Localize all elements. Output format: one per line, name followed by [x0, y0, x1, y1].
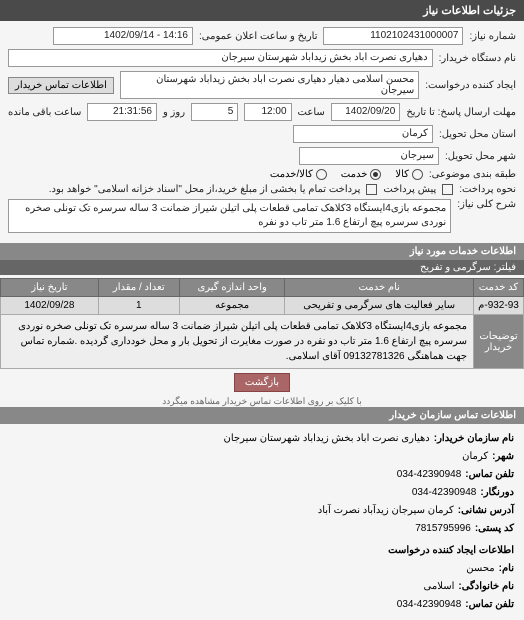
td-qty: 1	[98, 297, 179, 315]
deadline-time-field: 12:00	[244, 103, 291, 121]
contact-header: اطلاعات تماس سازمان خریدار	[0, 407, 524, 424]
province-label: استان محل تحویل:	[439, 129, 516, 140]
c-address-label: آدرس نشانی:	[458, 502, 514, 520]
c-creator-title: اطلاعات ایجاد کننده درخواست	[388, 542, 514, 560]
main-header: جزئیات اطلاعات نیاز	[0, 0, 524, 21]
checkbox-advance[interactable]	[442, 184, 453, 195]
back-button[interactable]: بازگشت	[234, 373, 290, 392]
contact-section: نام سازمان خریدار: دهیاری نصرت اباد بخش ز…	[0, 424, 524, 620]
checkbox-treasury[interactable]	[366, 184, 377, 195]
announce-label: تاریخ و ساعت اعلان عمومی:	[199, 31, 318, 42]
c-lname-label: نام خانوادگی:	[458, 578, 514, 596]
buyer-org-label: نام دستگاه خریدار:	[439, 53, 516, 64]
remaining-field: 21:31:56	[87, 103, 157, 121]
hint-text: با کلیک بر روی اطلاعات تماس خریدار مشاهد…	[0, 396, 524, 407]
c-address: کرمان سیرجان زیدآباد نصرت آباد	[318, 502, 454, 520]
description-row: توضیحات خریدار مجموعه بازی4ایستگاه 3کلاه…	[1, 315, 524, 369]
pay-text: پرداخت تمام یا بخشی از مبلغ خرید،از محل …	[49, 184, 361, 195]
td-date: 1402/09/28	[1, 297, 99, 315]
filter-bar: فیلتر: سرگرمی و تفریح	[0, 260, 524, 275]
service-info-header: اطلاعات خدمات مورد نیاز	[0, 243, 524, 260]
days-count-field: 5	[191, 103, 238, 121]
category-label: طبقه بندی موضوعی:	[429, 169, 516, 180]
c-city: کرمان	[462, 448, 488, 466]
c-fax: 034-42390948	[412, 484, 477, 502]
th-qty: تعداد / مقدار	[98, 279, 179, 297]
buyer-org-field: دهیاری نصرت اباد بخش زیداباد شهرستان سیر…	[8, 49, 433, 67]
creator-field: محسن اسلامی دهیار دهیاری نصرت اباد بخش ز…	[120, 71, 419, 99]
table-row: 932-93-م سایر فعالیت های سرگرمی و تفریحی…	[1, 297, 524, 315]
remaining-label: ساعت باقی مانده	[8, 107, 81, 118]
city-field: سیرجان	[299, 147, 439, 165]
td-name: سایر فعالیت های سرگرمی و تفریحی	[285, 297, 474, 315]
c-postal-label: کد پستی:	[475, 520, 514, 538]
c-city-label: شهر:	[492, 448, 514, 466]
th-code: کد خدمت	[474, 279, 524, 297]
c-org: دهیاری نصرت اباد بخش زیداباد شهرستان سیر…	[223, 430, 429, 448]
desc-label: توضیحات خریدار	[474, 315, 524, 369]
desc-content: مجموعه بازی4ایستگاه 3کلاهک تمامی قطعات پ…	[1, 315, 474, 369]
c-name-label: نام:	[499, 560, 514, 578]
contact-buyer-button[interactable]: اطلاعات تماس خریدار	[8, 77, 114, 94]
cat-goods-label: کالا	[395, 169, 409, 180]
c-lname: اسلامی	[424, 578, 455, 596]
th-unit: واحد اندازه گیری	[179, 279, 285, 297]
c-fax-label: دورنگار:	[480, 484, 514, 502]
deadline-label: مهلت ارسال پاسخ: تا تاریخ	[406, 107, 516, 118]
payment-label: نحوه پرداخت:	[459, 184, 516, 195]
th-date: تاریخ نیاز	[1, 279, 99, 297]
c-org-label: نام سازمان خریدار:	[434, 430, 514, 448]
radio-service[interactable]	[370, 169, 381, 180]
c-phone: 034-42390948	[397, 466, 462, 484]
deadline-date-field: 1402/09/20	[331, 103, 401, 121]
th-name: نام خدمت	[285, 279, 474, 297]
creator-label: ایجاد کننده درخواست:	[425, 80, 516, 91]
cat-both-label: کالا/خدمت	[270, 169, 313, 180]
summary-field: مجموعه بازی4ایستگاه 3کلاهک تمامی قطعات پ…	[8, 199, 451, 233]
radio-both[interactable]	[316, 169, 327, 180]
announce-field: 14:16 - 1402/09/14	[53, 27, 193, 45]
c-phone2-label: تلفن تماس:	[465, 596, 514, 614]
td-unit: مجموعه	[179, 297, 285, 315]
service-table: کد خدمت نام خدمت واحد اندازه گیری تعداد …	[0, 278, 524, 369]
req-num-field: 1102102431000007	[323, 27, 463, 45]
top-form: شماره نیاز: 1102102431000007 تاریخ و ساع…	[0, 21, 524, 243]
c-postal: 7815795996	[415, 520, 471, 538]
pay-advance-label: پیش پرداخت	[383, 184, 436, 195]
c-name: محسن	[466, 560, 494, 578]
req-num-label: شماره نیاز:	[469, 31, 516, 42]
deadline-time-label: ساعت	[298, 107, 325, 118]
td-code: 932-93-م	[474, 297, 524, 315]
c-phone2: 034-42390948	[397, 596, 462, 614]
cat-service-label: خدمت	[341, 169, 368, 180]
radio-goods[interactable]	[412, 169, 423, 180]
category-radio-group: کالا خدمت کالا/خدمت	[270, 169, 423, 180]
province-field: کرمان	[293, 125, 433, 143]
summary-label: شرح کلی نیاز:	[457, 199, 516, 210]
city-label: شهر محل تحویل:	[445, 151, 516, 162]
days-label: روز و	[163, 107, 185, 118]
c-phone-label: تلفن تماس:	[465, 466, 514, 484]
